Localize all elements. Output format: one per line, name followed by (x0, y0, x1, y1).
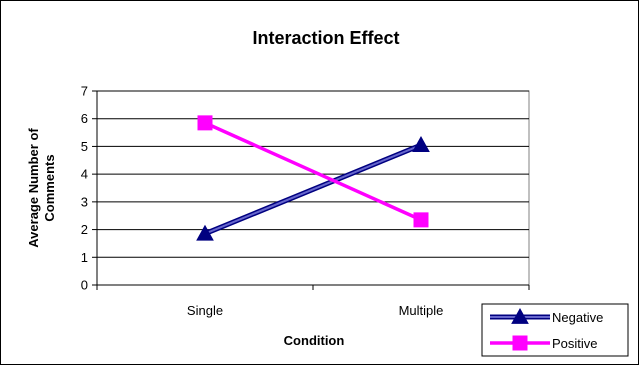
x-tick-label: Multiple (399, 303, 444, 318)
data-point-positive (197, 115, 213, 131)
y-tick-label: 0 (81, 278, 88, 293)
data-point-negative (196, 224, 214, 241)
y-tick-label: 1 (81, 250, 88, 265)
y-axis-title-line-1: Average Number of (26, 128, 41, 248)
y-tick-label: 4 (81, 167, 88, 182)
series-line-negative (204, 144, 422, 235)
y-axis-title: Average Number of Comments (26, 128, 57, 248)
legend-marker-positive (512, 335, 528, 351)
x-tick-label: Single (187, 303, 223, 318)
y-tick-label: 3 (81, 194, 88, 209)
gridlines (97, 90, 529, 258)
axes (92, 90, 530, 290)
x-axis-title: Condition (284, 333, 345, 348)
legend-marker-negative (511, 307, 529, 324)
legend: Negative Positive (481, 303, 629, 357)
y-tick-label: 2 (81, 222, 88, 237)
legend-box (481, 303, 629, 357)
chart-title: Interaction Effect (252, 28, 399, 48)
data-point-positive (413, 212, 429, 228)
data-point-negative (412, 136, 430, 152)
y-tick-label: 5 (81, 139, 88, 154)
legend-label-negative: Negative (552, 310, 603, 325)
y-tick-label: 6 (81, 111, 88, 126)
legend-label-positive: Positive (552, 336, 598, 351)
tick-labels: 0 1 2 3 4 5 6 7 Single Multiple (81, 84, 444, 319)
series (196, 115, 430, 241)
y-axis-title-line-2: Comments (42, 154, 57, 221)
y-tick-label: 7 (81, 84, 88, 99)
series-line-positive (204, 121, 422, 222)
